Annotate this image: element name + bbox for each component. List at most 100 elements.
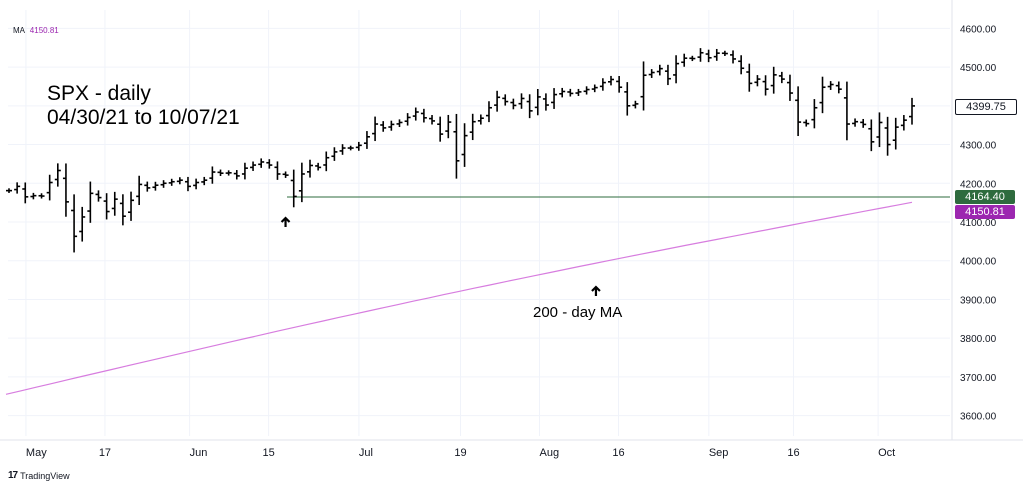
ohlc-bar (282, 171, 289, 178)
ohlc-bar (404, 113, 411, 126)
x-tick-label: May (26, 447, 47, 459)
ohlc-bar (909, 97, 915, 125)
ohlc-bar (119, 194, 126, 226)
ohlc-bar (453, 113, 460, 179)
ohlc-bar (420, 108, 427, 123)
ohlc-bar (290, 169, 297, 208)
ohlc-bar (209, 166, 216, 184)
ma-legend-value: 4150.81 (29, 26, 59, 35)
tradingview-logo[interactable]: 17 TradingView (8, 470, 70, 481)
ohlc-bar (79, 206, 86, 242)
ohlc-bar (786, 74, 793, 101)
y-tick-label: 3600.00 (960, 412, 997, 423)
ohlc-bars (6, 48, 915, 253)
ohlc-bar (323, 151, 330, 172)
ohlc-bar (762, 75, 769, 96)
last-price-tag[interactable]: 4399.75 (955, 98, 1017, 115)
ohlc-bar (721, 50, 728, 57)
x-tick-label: Jun (190, 447, 208, 459)
ohlc-bar (136, 175, 143, 206)
ohlc-bar (705, 49, 712, 63)
x-tick-label: Aug (540, 447, 560, 459)
ohlc-bar (347, 145, 354, 151)
y-tick-label: 4000.00 (960, 257, 997, 268)
x-tick-label: Sep (709, 447, 729, 459)
ohlc-bar (860, 118, 867, 128)
ohlc-bar (372, 116, 379, 142)
ohlc-bar (388, 120, 395, 131)
ohlc-bar (819, 76, 826, 114)
ohlc-bar (852, 118, 859, 127)
ohlc-bar (298, 162, 305, 203)
ohlc-bar (307, 159, 313, 178)
x-tick-label: Jul (359, 447, 373, 459)
ohlc-bar (461, 123, 468, 167)
ohlc-bar (616, 75, 623, 93)
ohlc-bar (144, 181, 151, 192)
ohlc-bar (62, 163, 69, 217)
ohlc-bar (128, 191, 135, 221)
chart-title-line-1: SPX - daily (47, 82, 151, 105)
ohlc-bar (54, 163, 61, 187)
up-arrow-head (280, 216, 291, 223)
ohlc-bar (30, 192, 37, 200)
ohlc-bar (241, 162, 248, 180)
ohlc-bar (795, 86, 802, 137)
ohlc-bar (673, 55, 680, 84)
ohlc-bar (38, 193, 45, 199)
ohlc-bar (575, 88, 582, 96)
ohlc-bar (355, 141, 362, 151)
ohlc-bar (534, 89, 541, 116)
ohlc-bar (437, 116, 444, 142)
ohlc-bar (363, 131, 370, 149)
ohlc-bar (485, 101, 492, 123)
y-tick-label: 3700.00 (960, 373, 997, 384)
ohlc-bar (510, 98, 517, 110)
ohlc-bar (258, 158, 265, 168)
level-price-tag[interactable]: 4164.40 (955, 190, 1015, 205)
tradingview-text: TradingView (20, 470, 70, 481)
ohlc-bar (811, 99, 818, 129)
ohlc-bar (233, 170, 240, 180)
ma-legend-label: MA (13, 26, 25, 35)
ma-legend[interactable]: MA 4150.81 (13, 26, 59, 35)
ohlc-bar (315, 162, 322, 171)
ohlc-bar (591, 84, 598, 93)
ohlc-bar (738, 55, 745, 75)
ohlc-bar (827, 81, 834, 90)
ohlc-bar (624, 82, 631, 116)
ohlc-bar (697, 48, 704, 62)
ohlc-bar (184, 176, 191, 192)
ohlc-bar (46, 174, 53, 201)
y-tick-label: 3800.00 (960, 334, 997, 345)
ohlc-bar (632, 100, 639, 109)
ohlc-bar (225, 170, 232, 176)
ma-line (5, 201, 913, 395)
ohlc-bar (551, 88, 558, 109)
ohlc-bar (412, 107, 419, 121)
ma-price-tag[interactable]: 4150.81 (955, 205, 1015, 220)
ohlc-bar (445, 114, 452, 139)
ohlc-bar (396, 119, 403, 128)
y-tick-label: 4100.00 (960, 218, 997, 229)
ohlc-bar (900, 115, 907, 131)
x-tick-label: 17 (99, 447, 111, 459)
ohlc-bar (803, 119, 810, 127)
ohlc-bar (160, 180, 167, 188)
ohlc-bar (583, 86, 590, 95)
y-tick-label: 4300.00 (960, 141, 997, 152)
ohlc-bar (689, 55, 696, 62)
ohlc-bar (266, 159, 273, 169)
ohlc-bar (380, 121, 387, 132)
ohlc-bar (22, 182, 29, 204)
ohlc-bar (713, 48, 720, 61)
ohlc-bar (331, 147, 338, 161)
ohlc-bar (71, 194, 78, 253)
ohlc-bar (640, 61, 647, 111)
ohlc-bar (152, 181, 159, 191)
ohlc-bar (730, 50, 737, 64)
x-tick-label: 16 (612, 447, 624, 459)
ohlc-bar (502, 94, 509, 106)
